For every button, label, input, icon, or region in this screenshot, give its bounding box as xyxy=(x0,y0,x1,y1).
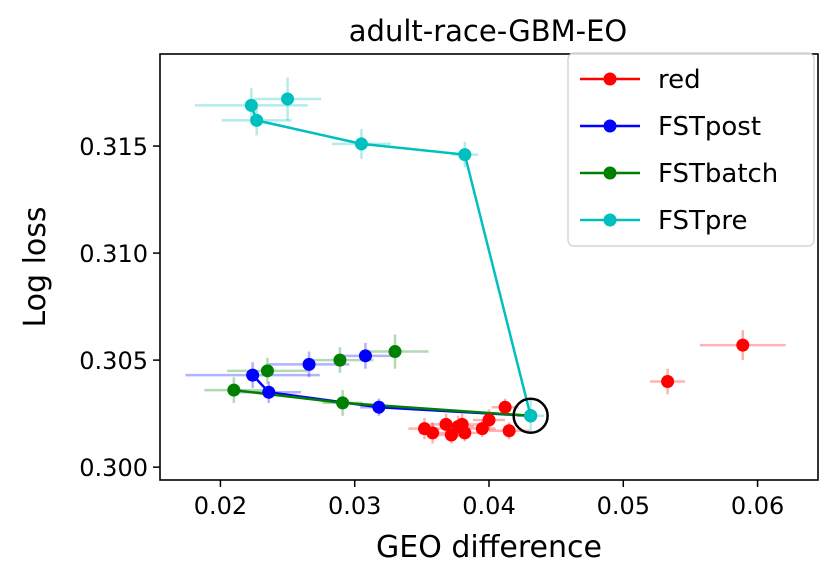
red-data-point xyxy=(475,422,489,436)
x-axis-title: GEO difference xyxy=(376,530,602,565)
red-data-point xyxy=(439,417,453,431)
y-tick-label: 0.310 xyxy=(79,240,148,268)
FSTpre-data-point xyxy=(458,148,472,162)
legend-label-FSTpre: FSTpre xyxy=(658,206,748,236)
axis-ticks: 0.02 0.03 0.04 0.05 0.06 0.300 0.305 0.310 0.315 xyxy=(79,133,784,520)
red-data-point xyxy=(498,400,512,414)
FSTbatch-data-point xyxy=(227,383,241,397)
y-tick-label: 0.315 xyxy=(79,133,148,161)
legend-box xyxy=(567,52,815,247)
chart-title: adult-race-GBM-EO xyxy=(349,14,627,48)
red-data-point xyxy=(444,428,458,442)
FSTpost-data-point xyxy=(302,357,316,371)
FSTpost-data-point xyxy=(262,385,276,399)
red-data-point xyxy=(736,338,750,352)
x-tick-label: 0.02 xyxy=(194,492,247,520)
FSTpost-data-point xyxy=(358,349,372,363)
legend-label-red: red xyxy=(658,65,701,95)
FSTbatch-data-point xyxy=(333,353,347,367)
legend-marker-red xyxy=(603,72,617,86)
x-tick-label: 0.05 xyxy=(597,492,650,520)
legend-marker-FSTpre xyxy=(603,213,617,227)
legend-marker-FSTbatch xyxy=(603,166,617,180)
x-tick-label: 0.04 xyxy=(462,492,515,520)
plot-area xyxy=(185,77,786,444)
x-tick-label: 0.06 xyxy=(731,492,784,520)
legend-label-FSTpost: FSTpost xyxy=(658,112,761,142)
legend-label-FSTbatch: FSTbatch xyxy=(658,159,778,189)
FSTpre-data-point xyxy=(281,92,295,106)
FSTpre-data-point xyxy=(354,137,368,151)
FSTbatch-data-point xyxy=(388,345,402,359)
plot-frame xyxy=(159,53,819,481)
red-data-point xyxy=(418,422,432,436)
FSTpre-data-point xyxy=(250,113,264,127)
red-data-point xyxy=(502,424,516,438)
x-tick-label: 0.03 xyxy=(328,492,381,520)
red-data-point xyxy=(661,375,675,389)
legend: red FSTpost FSTbatch FSTpre xyxy=(567,52,815,247)
legend-marker-FSTpost xyxy=(603,119,617,133)
y-tick-label: 0.305 xyxy=(79,347,148,375)
FSTbatch-data-point xyxy=(260,364,274,378)
FSTpre-data-point xyxy=(524,409,538,423)
FSTpre-data-point xyxy=(244,98,258,112)
y-tick-label: 0.300 xyxy=(79,454,148,482)
FSTbatch-data-point xyxy=(336,396,350,410)
baseline-circle-marker xyxy=(512,397,549,435)
y-axis-title: Log loss xyxy=(18,206,53,327)
FSTpost-data-point xyxy=(372,400,386,414)
FSTpost-data-point xyxy=(246,368,260,382)
